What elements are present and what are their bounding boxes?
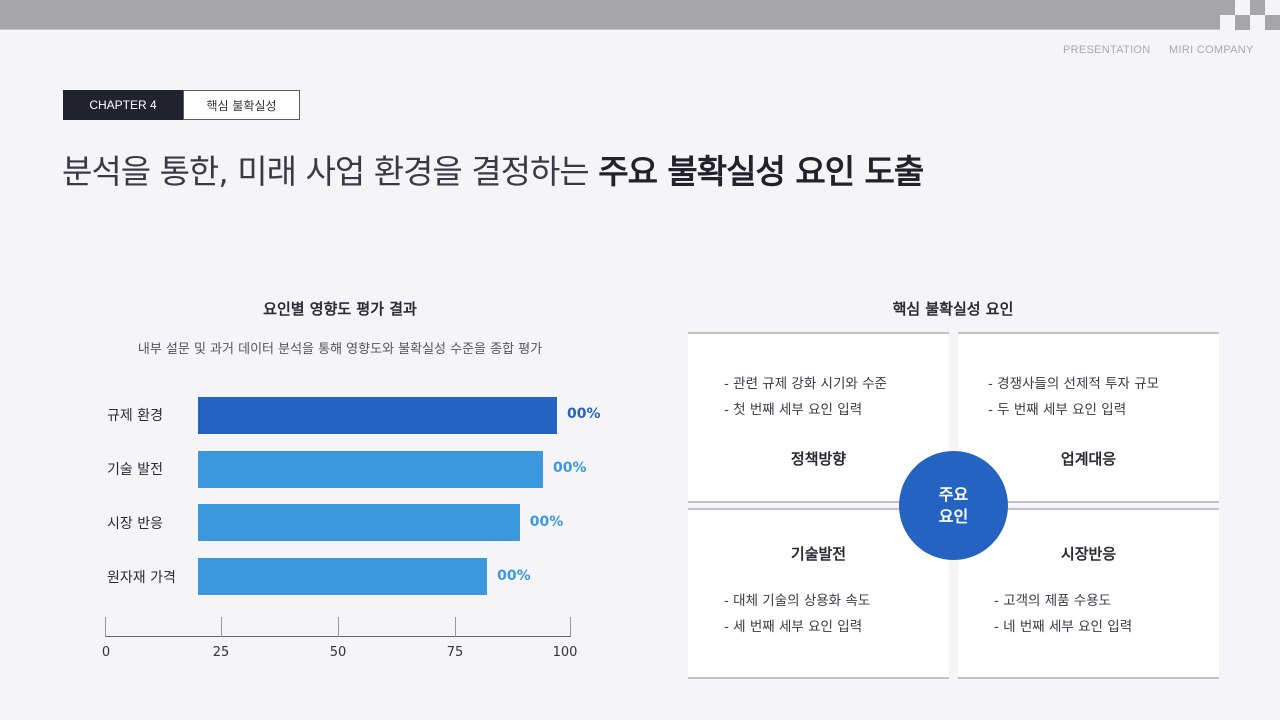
quadrant-items: - 경쟁사들의 선제적 투자 규모 - 두 번째 세부 요인 입력 [988, 371, 1159, 423]
data-label: 00% [567, 406, 601, 422]
data-label: 00% [529, 514, 564, 530]
quadrant-industry: - 경쟁사들의 선제적 투자 규모 - 두 번째 세부 요인 입력 업계대응 [958, 332, 1219, 503]
quadrant-heading: 업계대응 [1060, 450, 1117, 468]
x-tick-label: 0 [101, 645, 111, 660]
x-tick-label: 100 [552, 645, 578, 660]
bar [198, 504, 520, 541]
quadrant-item: - 세 번째 세부 요인 입력 [724, 619, 863, 635]
factors-title: 핵심 불확실성 요인 [892, 300, 1014, 318]
chapter-badge: CHAPTER 4 핵심 불확실성 [63, 90, 300, 120]
x-tick [338, 617, 339, 637]
quadrant-technology: 기술발전 - 대체 기술의 상용화 속도 - 세 번째 세부 요인 입력 [688, 508, 949, 679]
quadrant-items: - 대체 기술의 상용화 속도 - 세 번째 세부 요인 입력 [724, 588, 870, 640]
page-title-regular: 분석을 통한, 미래 사업 환경을 결정하는 [62, 152, 599, 191]
x-tick-label: 75 [446, 645, 464, 660]
quadrant-item: - 경쟁사들의 선제적 투자 규모 [988, 376, 1160, 392]
category-label: 규제 환경 [107, 408, 163, 424]
quadrant-item: - 관련 규제 강화 시기와 수준 [724, 376, 887, 392]
category-label: 기술 발전 [107, 462, 163, 478]
page-title-bold: 주요 불확실성 요인 도출 [598, 152, 924, 191]
chapter-topic: 핵심 불확실성 [183, 90, 300, 120]
header-presentation-label: PRESENTATION [1063, 44, 1151, 56]
quadrant-heading: 기술발전 [790, 545, 847, 563]
x-tick [570, 617, 571, 637]
x-tick-label: 25 [212, 645, 230, 660]
header-company-label: MIRI COMPANY [1169, 44, 1254, 56]
data-label: 00% [497, 568, 531, 584]
category-label: 시장 반응 [107, 516, 163, 532]
quadrant-item: - 첫 번째 세부 요인 입력 [724, 402, 863, 418]
chart-subtitle: 내부 설문 및 과거 데이터 분석을 통해 영향도와 불확실성 수준을 종합 평… [137, 342, 543, 357]
chapter-number: CHAPTER 4 [63, 90, 183, 120]
data-label: 00% [553, 460, 587, 476]
quadrant-heading: 정책방향 [790, 450, 847, 468]
top-bar [0, 0, 1280, 30]
quadrant-items: - 관련 규제 강화 시기와 수준 - 첫 번째 세부 요인 입력 [724, 371, 887, 423]
quadrant-item: - 두 번째 세부 요인 입력 [988, 402, 1127, 418]
x-tick [105, 617, 106, 637]
quadrant-market: 시장반응 - 고객의 제품 수용도 - 네 번째 세부 요인 입력 [958, 508, 1219, 679]
quadrant-item: - 네 번째 세부 요인 입력 [994, 619, 1133, 635]
x-tick [455, 617, 456, 637]
quadrant-items: - 고객의 제품 수용도 - 네 번째 세부 요인 입력 [994, 588, 1132, 640]
center-label-line1: 주요 [938, 484, 969, 504]
bar [198, 451, 544, 488]
bar [198, 397, 557, 434]
bar [198, 558, 488, 595]
quadrant-item: - 대체 기술의 상용화 속도 [724, 593, 871, 609]
x-tick-label: 50 [329, 645, 347, 660]
quadrant-item: - 고객의 제품 수용도 [994, 593, 1112, 609]
center-label-line2: 요인 [938, 506, 969, 526]
page-title: 분석을 통한, 미래 사업 환경을 결정하는 주요 불확실성 요인 도출 [62, 145, 924, 193]
category-label: 원자재 가격 [107, 570, 176, 586]
chart-title: 요인별 영향도 평가 결과 [263, 300, 417, 318]
center-circle: 주요 요인 [899, 451, 1008, 560]
quadrant-heading: 시장반응 [1060, 545, 1117, 563]
x-tick [221, 617, 222, 637]
quadrant-policy: - 관련 규제 강화 시기와 수준 - 첫 번째 세부 요인 입력 정책방향 [688, 332, 949, 503]
